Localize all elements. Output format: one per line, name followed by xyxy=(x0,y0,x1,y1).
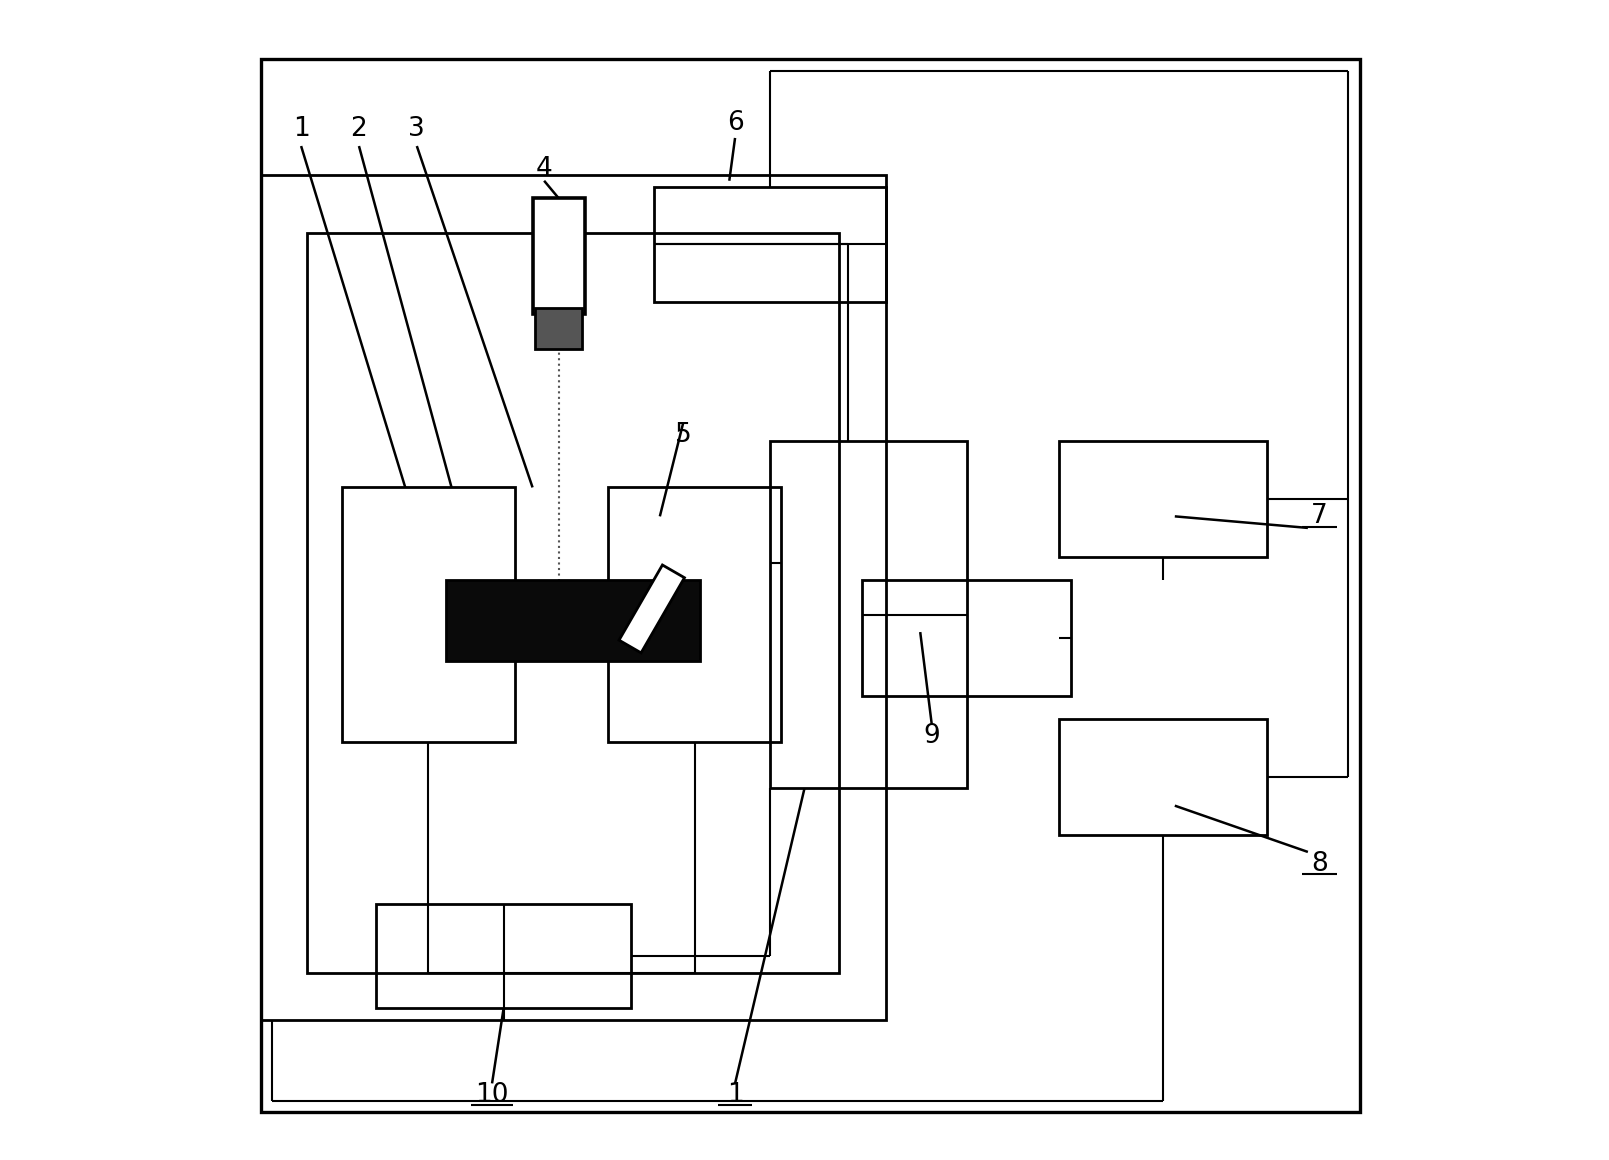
Text: 6: 6 xyxy=(727,110,743,136)
Bar xyxy=(862,580,1070,696)
Text: 7: 7 xyxy=(1311,503,1327,529)
Bar xyxy=(1059,719,1268,834)
Bar xyxy=(655,187,885,303)
Text: 3: 3 xyxy=(409,116,425,142)
Bar xyxy=(1059,441,1268,557)
Bar xyxy=(608,487,782,742)
Bar xyxy=(377,904,631,1008)
Text: 4: 4 xyxy=(536,157,552,182)
Bar xyxy=(261,175,885,1020)
Text: 8: 8 xyxy=(1311,850,1327,877)
Bar xyxy=(619,565,684,653)
Bar xyxy=(341,487,515,742)
Text: 1: 1 xyxy=(293,116,309,142)
Bar xyxy=(307,233,840,973)
Text: 10: 10 xyxy=(475,1082,508,1108)
Text: 2: 2 xyxy=(351,116,367,142)
Text: 5: 5 xyxy=(674,422,692,449)
Bar xyxy=(446,580,700,661)
Text: 9: 9 xyxy=(924,723,940,749)
Bar xyxy=(769,441,967,789)
Text: 1: 1 xyxy=(727,1082,743,1108)
Bar xyxy=(534,309,582,348)
Bar xyxy=(533,198,584,314)
